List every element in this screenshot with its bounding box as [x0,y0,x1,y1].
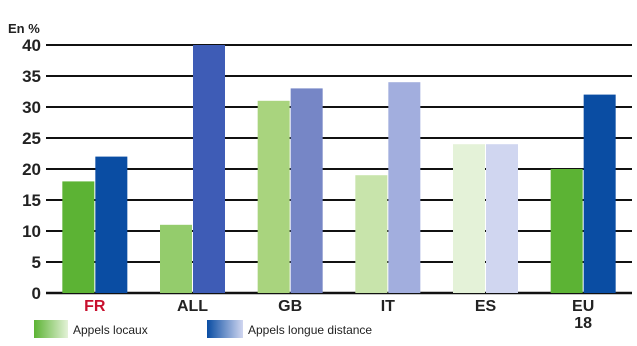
y-tick-label: 25 [22,129,41,148]
y-tick-labels: 0 5 10 15 20 25 30 35 40 [22,36,41,303]
y-tick-label: 30 [22,98,41,117]
bar-es-long-distance-calls [486,144,518,293]
bar-gb-local-calls [257,100,290,293]
x-tick-label: ALL [177,298,208,315]
legend-label-long-distance-calls: Appels longue distance [248,323,372,337]
x-tick-label: IT [381,298,395,315]
legend-swatch-long-distance-calls [207,320,243,338]
bar-es-local-calls [453,144,485,293]
y-tick-label: 10 [22,222,41,241]
x-tick-labels: FR ALL GB IT ES EU 18 [84,298,594,332]
legend-label-local-calls: Appels locaux [73,323,148,337]
legend-swatch-local-calls [34,320,68,338]
x-tick-label: FR [84,298,106,315]
y-tick-label: 0 [32,284,41,303]
y-tick-label: 5 [32,253,41,272]
x-tick-label: ES [475,298,497,315]
y-tick-label: 15 [22,191,41,210]
bar-all-local-calls [160,224,192,293]
x-tick-label: EU 18 [572,298,594,332]
bar-eu-18-long-distance-calls [583,94,616,293]
y-tick-label: 35 [22,67,41,86]
x-tick-label: GB [278,298,302,315]
bar-eu-18-local-calls [550,169,583,293]
y-tick-label: 20 [22,160,41,179]
bar-all-long-distance-calls [193,45,225,293]
y-tick-label: 40 [22,36,41,55]
bar-gb-long-distance-calls [290,88,323,294]
bar-fr-local-calls [62,181,95,293]
bar-it-long-distance-calls [388,82,421,293]
bar-it-local-calls [355,175,388,293]
legend: Appels locaux Appels longue distance [34,320,372,338]
y-axis-unit-label: En % [8,21,40,36]
bars [62,45,616,294]
bar-fr-long-distance-calls [95,156,128,293]
gridlines [46,44,632,295]
